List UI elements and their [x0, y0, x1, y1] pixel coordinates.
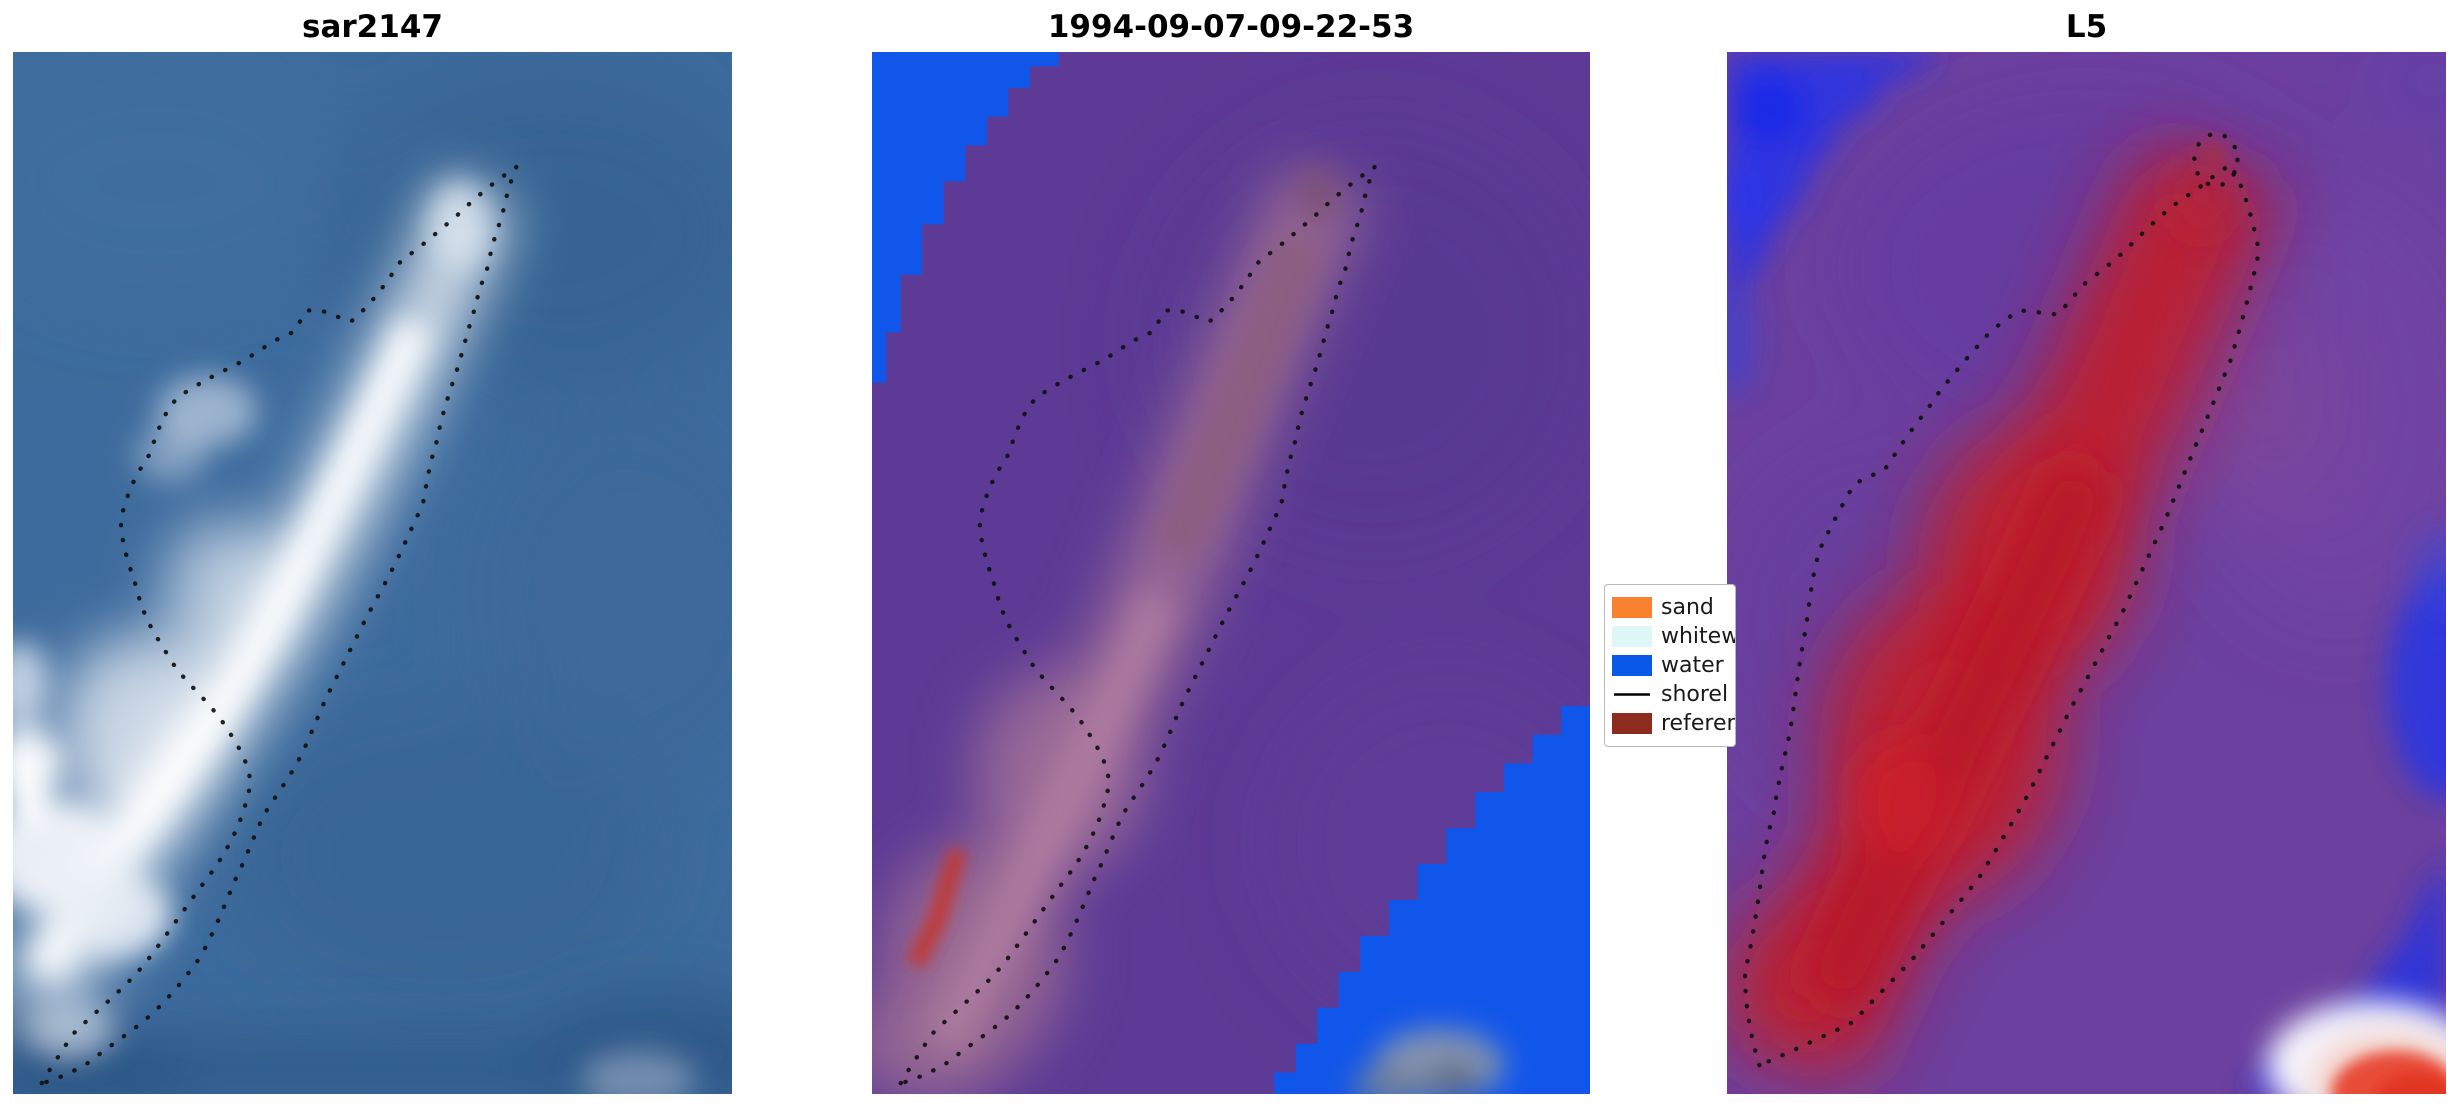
shoreline-swatch-icon: [1614, 693, 1650, 696]
legend-item-sand: sand: [1612, 593, 1728, 622]
panel-title-l5: L5: [2065, 9, 2108, 45]
legend-label: sand: [1661, 595, 1714, 620]
sand-swatch-icon: [1612, 597, 1652, 618]
legend-label: shorel: [1661, 682, 1729, 707]
l5-image: [1727, 52, 2446, 1094]
classified-image: [872, 52, 1590, 1094]
shoreline-tip-loop: [2192, 131, 2240, 188]
whitewater-swatch-icon: [1612, 626, 1652, 647]
legend: sand whitew water shorel referen: [1604, 584, 1736, 747]
panel-title-date: 1994-09-07-09-22-53: [1047, 9, 1415, 45]
legend-item-whitewater: whitew: [1612, 622, 1735, 651]
water-patch-right: [2388, 569, 2446, 800]
legend-item-shoreline: shorel: [1612, 680, 1728, 709]
legend-item-water: water: [1612, 651, 1728, 680]
legend-label: referen: [1661, 711, 1736, 736]
shoreline-contour: [1742, 161, 2262, 1069]
sar-image: [13, 52, 732, 1094]
legend-label: whitew: [1661, 624, 1736, 649]
panel-l5: [1727, 52, 2446, 1094]
legend-item-reference: referen: [1612, 709, 1735, 738]
water-region-bottomright: [1274, 705, 1590, 1094]
legend-label: water: [1661, 653, 1724, 678]
panel-sar2147: [13, 52, 732, 1094]
water-region-topleft: [872, 52, 1059, 383]
reference-swatch-icon: [1612, 713, 1652, 734]
panel-classified: [872, 52, 1590, 1094]
panel-title-sar: sar2147: [302, 9, 443, 45]
water-swatch-icon: [1612, 655, 1652, 676]
